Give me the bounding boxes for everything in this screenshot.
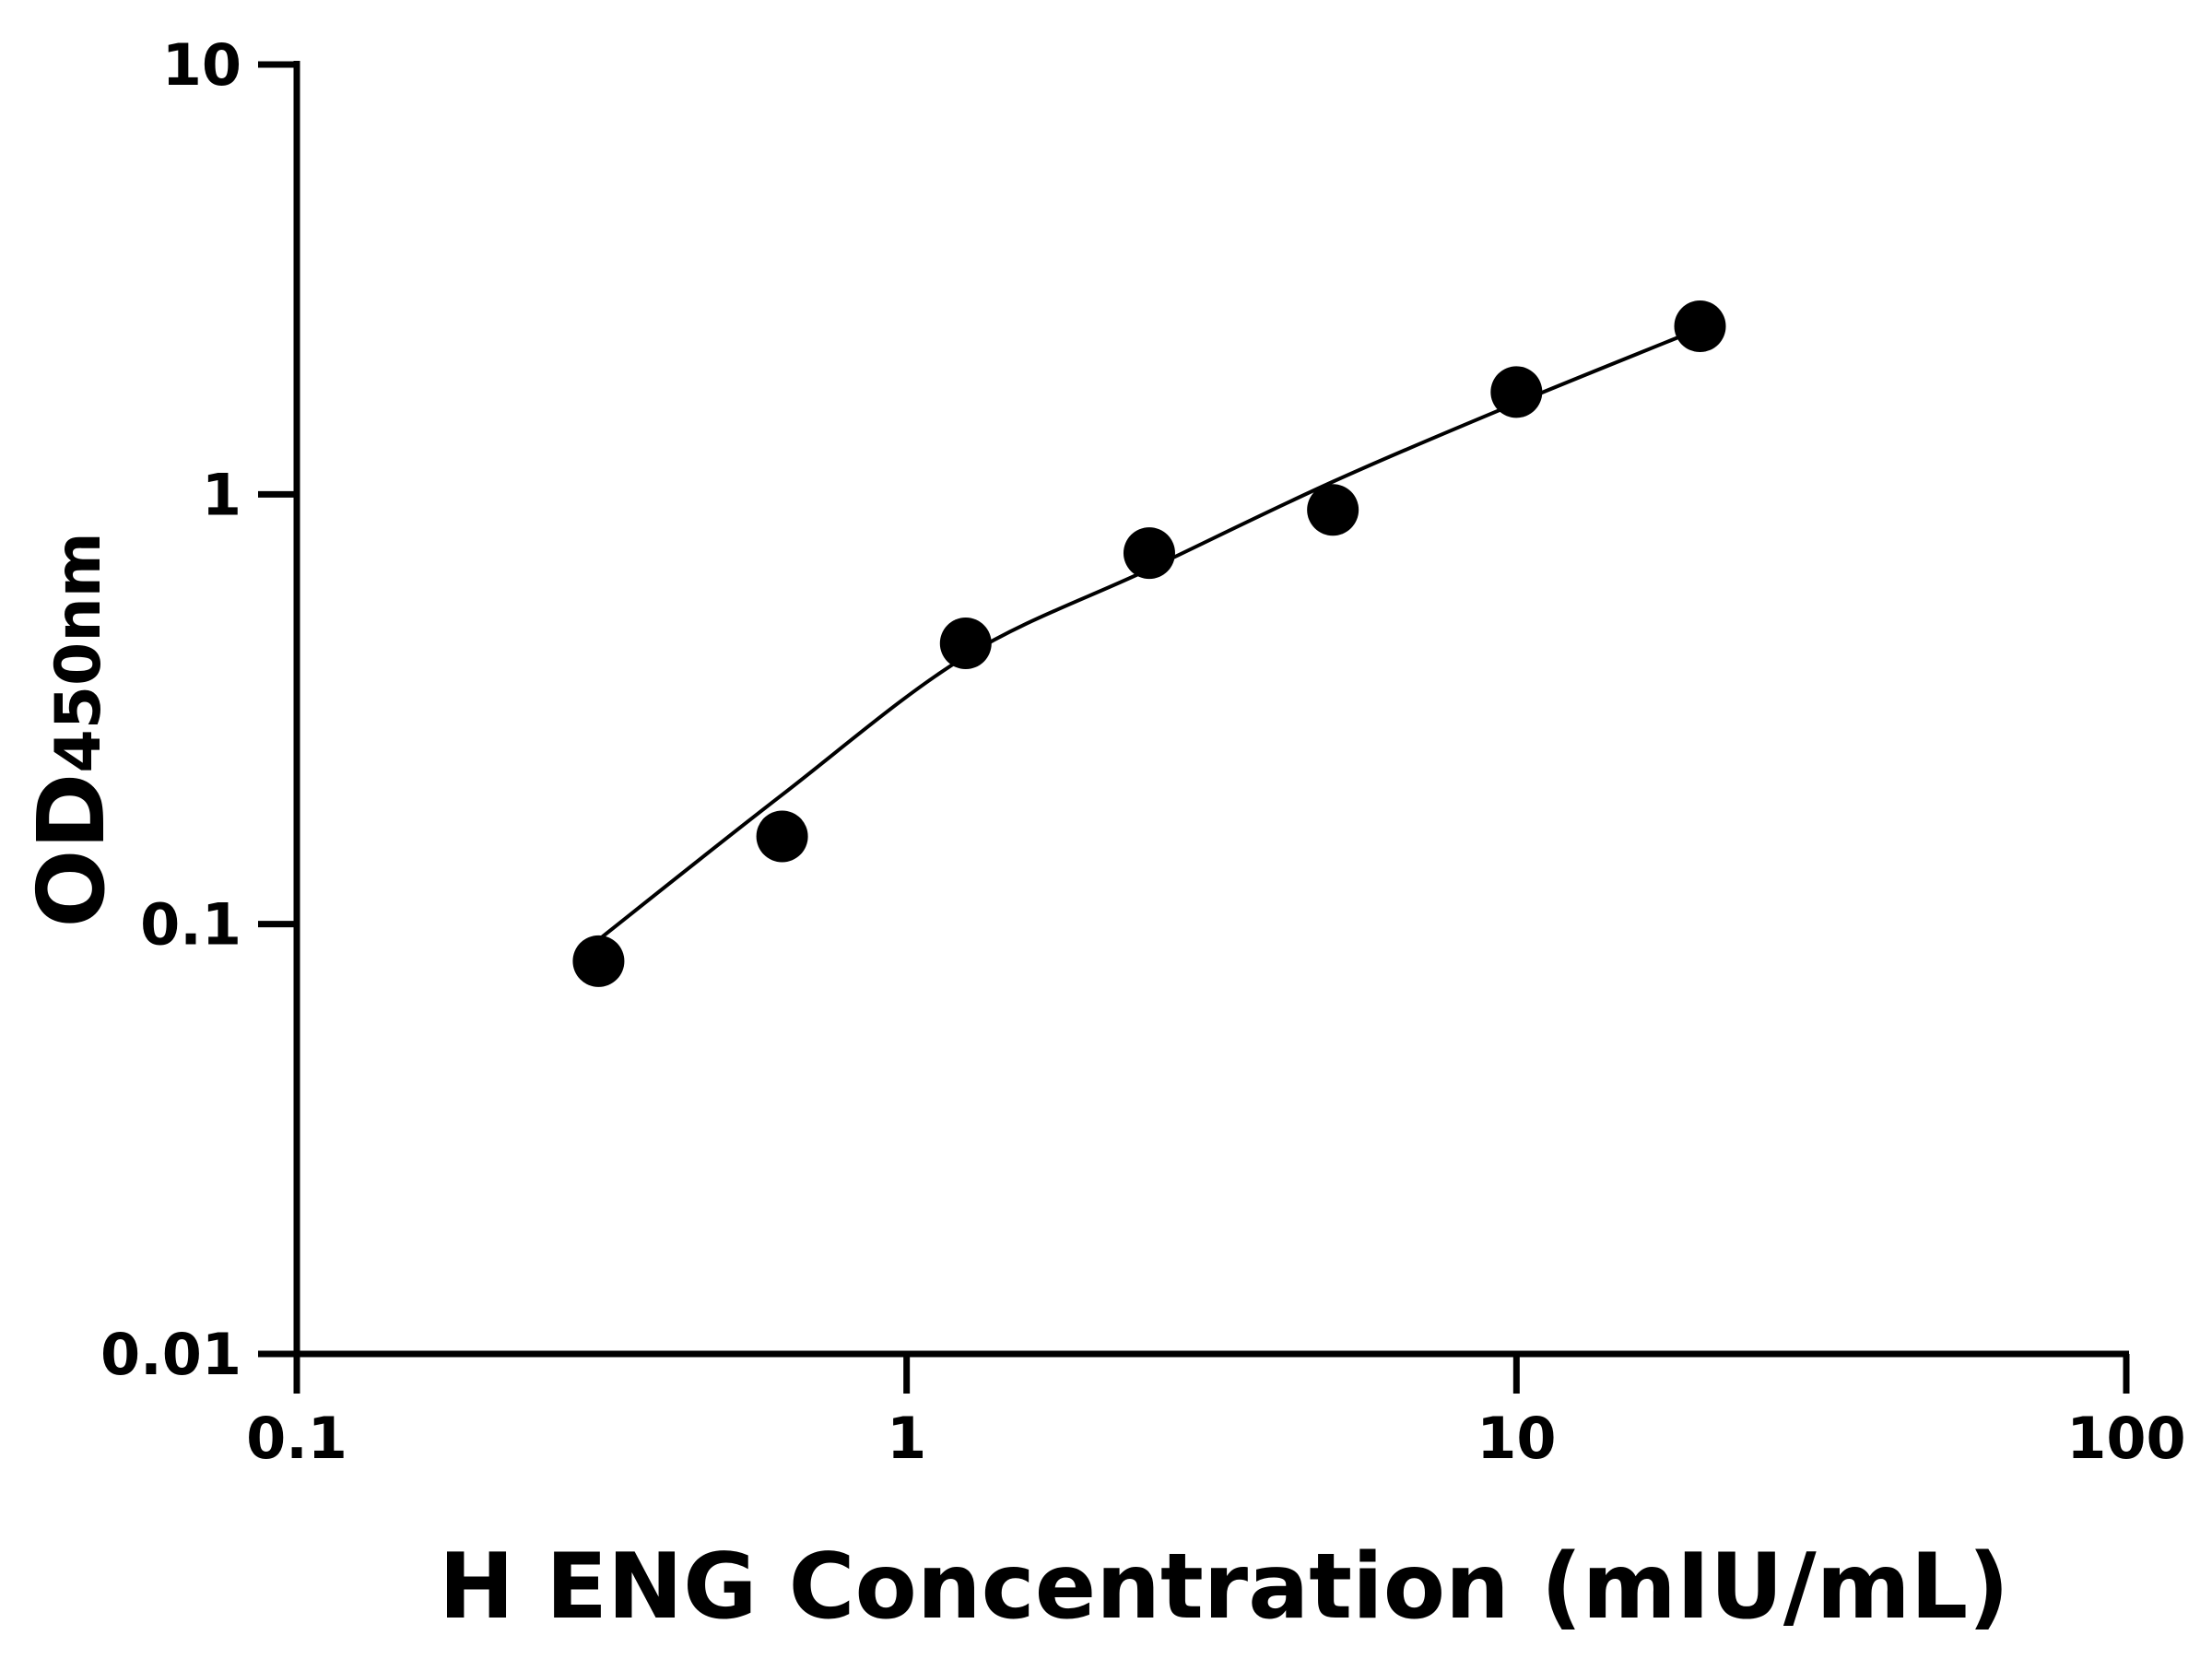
data-point	[572, 935, 625, 987]
y-tick-label: 10	[162, 31, 241, 99]
y-tick-label: 1	[202, 461, 241, 528]
data-point	[756, 810, 808, 863]
data-point	[1307, 484, 1359, 536]
y-tick-label: 0.01	[100, 1321, 241, 1388]
y-tick-label: 0.1	[140, 891, 241, 959]
data-point	[1123, 527, 1175, 580]
y-axis-label-sub: 450nm	[42, 532, 115, 772]
x-tick-label: 0.1	[246, 1405, 347, 1472]
x-tick-label: 10	[1477, 1405, 1556, 1472]
x-axis-label: H ENG Concentration (mIU/mL)	[439, 1535, 2009, 1640]
data-point	[1490, 366, 1543, 418]
data-point	[939, 618, 992, 670]
y-axis-label-main: OD	[18, 773, 125, 928]
x-tick-label: 100	[2066, 1405, 2185, 1472]
y-axis-label: OD450nm	[18, 532, 125, 927]
x-tick-label: 1	[887, 1405, 926, 1472]
data-point	[1674, 300, 1726, 353]
